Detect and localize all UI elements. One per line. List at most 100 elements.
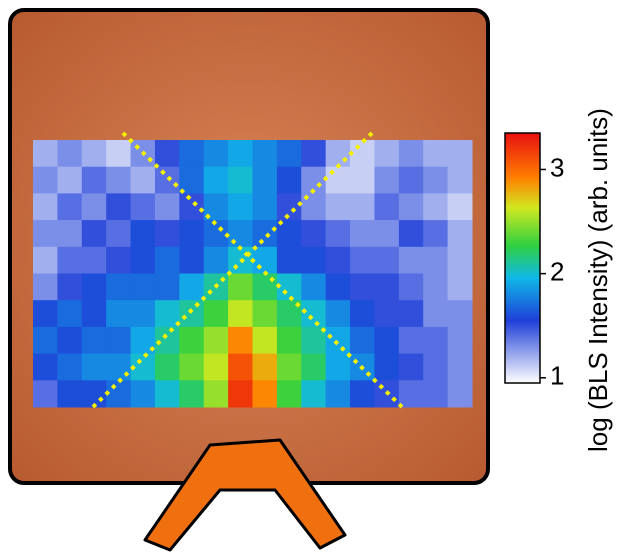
colorbar-tick-label: 2 (550, 257, 564, 287)
heat-cell (325, 353, 351, 381)
heat-cell (276, 326, 302, 355)
heat-cell (252, 380, 278, 408)
heat-cell (423, 380, 449, 408)
heat-cell (252, 140, 278, 168)
heat-cell (374, 140, 400, 168)
heat-cell (179, 353, 205, 381)
heat-cell (423, 273, 449, 301)
heat-cell (447, 300, 473, 328)
heat-cell (179, 273, 205, 301)
heat-cell (57, 326, 83, 355)
heat-cell (179, 140, 205, 168)
heat-cell (228, 380, 253, 408)
heat-cell (301, 300, 327, 328)
heat-cell (350, 166, 375, 194)
colorbar-tick-label: 1 (550, 361, 564, 391)
heat-cell (57, 380, 83, 408)
heat-cell (154, 300, 180, 328)
heat-cell (179, 166, 205, 194)
heat-cell (130, 246, 156, 274)
heat-cell (130, 380, 156, 408)
heat-cell (276, 273, 302, 301)
heat-cell (106, 220, 132, 248)
heat-cell (398, 300, 424, 328)
heat-cell (130, 166, 156, 194)
heat-cell (81, 140, 107, 168)
heat-cell (228, 300, 253, 328)
heat-cell (203, 353, 229, 381)
heat-cell (203, 140, 229, 168)
heatmap (33, 140, 473, 408)
heat-cell (228, 353, 253, 381)
heat-cell (57, 166, 83, 194)
heat-cell (325, 246, 351, 274)
heat-cell (57, 300, 83, 328)
heat-cell (33, 353, 58, 381)
heat-cell (325, 193, 351, 221)
heat-cell (325, 140, 351, 168)
heat-cell (374, 353, 400, 381)
heat-cell (447, 193, 473, 221)
heat-cell (203, 326, 229, 355)
heat-cell (301, 140, 327, 168)
heat-cell (301, 326, 327, 355)
heat-cell (374, 166, 400, 194)
heat-cell (179, 380, 205, 408)
heat-cell (57, 353, 83, 381)
heat-cell (154, 273, 180, 301)
heat-cell (374, 246, 400, 274)
heat-cell (179, 193, 205, 221)
heat-cell (447, 166, 473, 194)
heat-cell (203, 380, 229, 408)
heat-cell (447, 140, 473, 168)
heat-cell (33, 326, 58, 355)
heat-cell (130, 300, 156, 328)
heat-cell (154, 140, 180, 168)
heat-cell (179, 220, 205, 248)
heat-cell (130, 193, 156, 221)
heat-cell (57, 140, 83, 168)
heat-cell (325, 166, 351, 194)
heat-cell (374, 193, 400, 221)
heat-cell (252, 326, 278, 355)
heat-cell (447, 273, 473, 301)
antenna (143, 438, 347, 552)
heat-cell (350, 380, 375, 408)
heat-cell (106, 246, 132, 274)
heat-cell (350, 273, 375, 301)
heat-cell (374, 220, 400, 248)
heat-cell (33, 166, 58, 194)
heat-cell (81, 273, 107, 301)
heat-cell (398, 326, 424, 355)
heat-cell (179, 300, 205, 328)
colorbar-tick-label: 3 (550, 152, 564, 182)
heat-cell (228, 326, 253, 355)
heat-cell (350, 326, 375, 355)
heat-cell (423, 220, 449, 248)
heat-cell (154, 193, 180, 221)
heat-cell (106, 380, 132, 408)
heat-cell (33, 380, 58, 408)
heat-cell (33, 300, 58, 328)
heat-cell (423, 326, 449, 355)
heat-cell (423, 300, 449, 328)
heat-cell (228, 220, 253, 248)
heat-cell (325, 273, 351, 301)
heat-cell (81, 300, 107, 328)
heat-cell (252, 193, 278, 221)
heat-cell (252, 300, 278, 328)
heat-cell (81, 193, 107, 221)
heat-cell (252, 166, 278, 194)
heat-cell (350, 140, 375, 168)
heat-cell (33, 220, 58, 248)
heat-cell (252, 273, 278, 301)
heat-cell (423, 246, 449, 274)
heat-cell (81, 220, 107, 248)
heat-cell (106, 326, 132, 355)
heat-cell (276, 246, 302, 274)
heat-cell (81, 166, 107, 194)
heat-cell (325, 220, 351, 248)
heat-cell (423, 166, 449, 194)
heat-cell (423, 193, 449, 221)
